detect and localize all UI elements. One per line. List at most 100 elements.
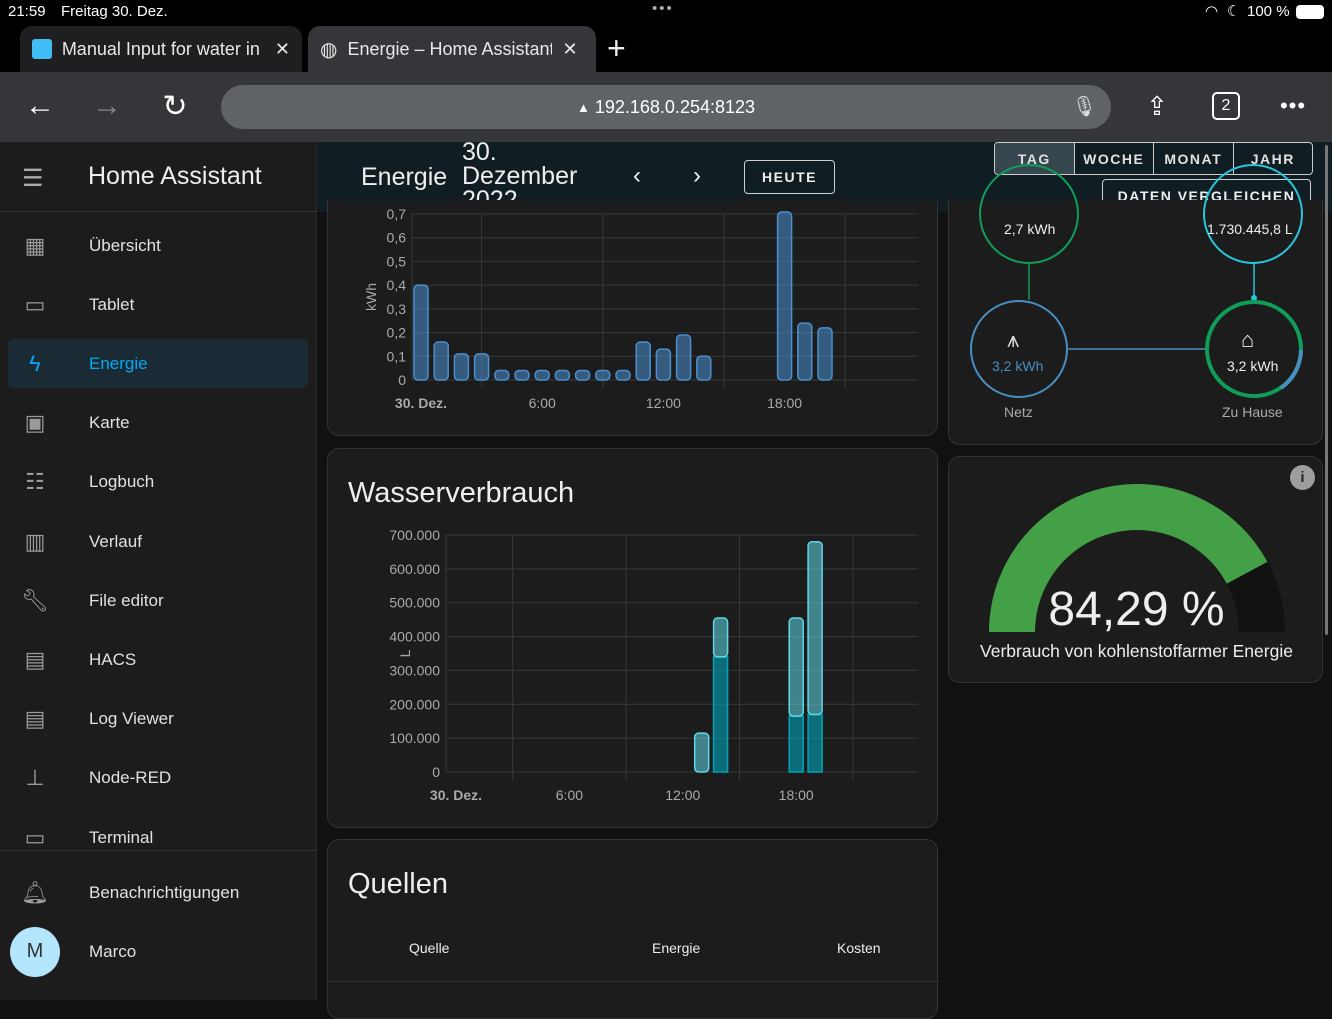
x-tick-label: 30. Dez. (430, 787, 482, 803)
tab-energie[interactable]: ◍ Energie – Home Assistant ✕ (308, 26, 596, 72)
url-bar[interactable]: ▲ 192.168.0.254:8123 🎙 (221, 85, 1111, 129)
share-icon[interactable]: ⇪ (1146, 90, 1168, 121)
water-circle (1203, 164, 1303, 264)
bar (807, 713, 823, 773)
column-header-cost[interactable]: Kosten (837, 940, 881, 956)
sidebar-item-terminal[interactable]: ▭ Terminal (8, 813, 308, 862)
tab-manual-input[interactable]: Manual Input for water in ✕ (20, 26, 302, 72)
list-icon: ☷ (25, 469, 45, 495)
back-icon[interactable]: ← (25, 89, 55, 122)
sidebar-item-label: Log Viewer (89, 709, 174, 729)
card-title: Quellen (348, 868, 448, 900)
period-jahr[interactable]: JAHR (1250, 150, 1295, 167)
x-tick-label: 12:00 (665, 787, 700, 803)
close-tab-icon[interactable]: ✕ (274, 38, 290, 59)
x-tick-label: 30. Dez. (395, 395, 447, 411)
bell-icon: 🔔︎ (21, 879, 49, 905)
sidebar-item-karte[interactable]: ▣ Karte (8, 399, 308, 448)
y-axis-label: kWh (363, 283, 379, 311)
tab-overview-button[interactable]: 2 (1206, 86, 1246, 126)
wrench-icon: 🔧︎ (21, 587, 49, 613)
x-tick-label: 18:00 (779, 787, 814, 803)
low-carbon-gauge-card: i 84,29 % Verbrauch von kohlenstoffarmer… (948, 456, 1323, 683)
sidebar-item-label: Marco (89, 941, 137, 961)
close-tab-icon[interactable]: ✕ (562, 38, 578, 59)
sidebar-item-label: Tablet (89, 294, 135, 314)
bar (696, 355, 712, 381)
ios-status-bar: 21:59 Freitag 30. Dez. ••• ◠ ☾ 100 % (0, 0, 1332, 24)
new-tab-icon[interactable]: + (607, 30, 626, 66)
bar (615, 369, 631, 381)
y-tick-label: 0,4 (387, 277, 407, 293)
sidebar-item-label: Energie (89, 353, 148, 373)
reload-icon[interactable]: ↻ (162, 89, 188, 123)
tab-count: 2 (1212, 92, 1240, 120)
y-tick-label: 0,1 (387, 348, 407, 364)
sidebar-item-label: Verlauf (89, 531, 142, 551)
previous-icon[interactable]: ‹ (633, 162, 641, 189)
moon-icon: ☾ (1227, 3, 1241, 20)
url-text: 192.168.0.254:8123 (594, 96, 756, 117)
sidebar-item-verlauf[interactable]: ▥ Verlauf (8, 517, 308, 566)
date: Freitag 30. Dez. (61, 3, 168, 20)
column-header-energy[interactable]: Energie (652, 940, 701, 956)
y-axis-label: L (397, 649, 413, 657)
sidebar-item-label: Node-RED (89, 768, 172, 788)
sidebar-item-label: HACS (89, 649, 137, 669)
sidebar-item-tablet[interactable]: ▭ Tablet (8, 280, 308, 329)
x-tick-label: 6:00 (556, 787, 583, 803)
sidebar-item-logbuch[interactable]: ☷ Logbuch (8, 458, 308, 507)
bar (807, 541, 823, 716)
period-woche[interactable]: WOCHE (1075, 143, 1154, 174)
info-icon[interactable]: i (1290, 465, 1315, 490)
more-menu-icon[interactable]: ••• (1279, 93, 1307, 118)
bar (788, 617, 804, 717)
battery-icon (1296, 5, 1324, 19)
sidebar-item--bersicht[interactable]: ▦ Übersicht (8, 221, 308, 270)
column-header-source[interactable]: Quelle (409, 940, 450, 956)
bar (788, 715, 804, 773)
solar-circle (979, 164, 1079, 264)
next-icon[interactable]: › (693, 162, 701, 189)
microphone-icon[interactable]: 🎙 (1071, 96, 1097, 118)
menu-collapse-icon[interactable]: ☰ (22, 165, 44, 192)
forward-icon[interactable]: → (92, 89, 122, 122)
sidebar-item-label: File editor (89, 590, 164, 610)
energy-flow-card: 2,7 kWh 1.730.445,8 L ⩚ 3,2 kWh Netz ⌂ 3… (948, 164, 1323, 445)
bar (797, 322, 813, 381)
scrollbar[interactable] (1325, 145, 1328, 635)
sidebar-item-label: Logbuch (89, 472, 155, 492)
period-monat[interactable]: MONAT (1154, 143, 1234, 174)
warning-icon: ▲ (576, 99, 590, 115)
water-usage-chart: 0 100.000 200.000 300.000 400.000 500.000 600.… (389, 527, 918, 803)
browser-toolbar: ← → ↻ ▲ 192.168.0.254:8123 🎙 ⇪ 2 ••• (0, 72, 1332, 142)
energy-usage-chart: 0 0,1 0,2 0,3 0,4 0,5 0,6 0,7 30. Dez. 6:00 12:00 1… (363, 206, 918, 411)
sidebar-item-hacs[interactable]: ▤ HACS (8, 635, 308, 684)
today-button[interactable]: HEUTE (744, 160, 835, 194)
divider (0, 850, 317, 851)
bar (712, 656, 729, 773)
sidebar-item-file-editor[interactable]: 🔧︎ File editor (8, 576, 308, 625)
sidebar-item-log-viewer[interactable]: ▤ Log Viewer (8, 695, 308, 744)
dashboard-icon: ▦ (24, 232, 46, 258)
sidebar-item-notifications[interactable]: 🔔︎ Benachrichtigungen (8, 868, 308, 917)
sidebar-item-node-red[interactable]: ⊥ Node-RED (8, 754, 308, 803)
x-tick-label: 18:00 (767, 395, 802, 411)
tablet-icon: ▭ (24, 291, 46, 317)
browser-tab-strip: Manual Input for water in ✕ ◍ Energie – … (0, 24, 1332, 72)
grid-value: 3,2 kWh (992, 358, 1044, 374)
bar (693, 732, 710, 773)
date-line: Dezember (462, 162, 578, 190)
multitask-dots-icon[interactable]: ••• (652, 0, 674, 17)
grid-label: Netz (1004, 404, 1033, 420)
lightning-icon: ϟ (29, 350, 41, 376)
tab-title: Energie – Home Assistant (347, 38, 553, 59)
hacs-icon: ▤ (24, 646, 46, 672)
bar (595, 369, 611, 381)
sidebar-item-user[interactable]: M Marco (8, 926, 308, 977)
sidebar-item-energie[interactable]: ϟ Energie (8, 339, 308, 389)
flow-dot (1251, 295, 1257, 301)
x-tick-label: 12:00 (646, 395, 681, 411)
bar (554, 369, 571, 381)
y-tick-label: 400.000 (389, 629, 440, 645)
